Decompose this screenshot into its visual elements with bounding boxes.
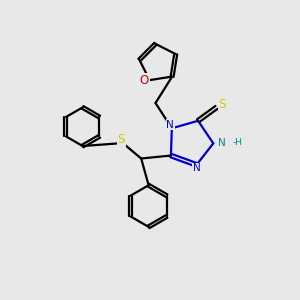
Text: N: N <box>167 120 174 130</box>
Text: S: S <box>118 133 125 146</box>
Text: N: N <box>218 138 226 148</box>
Text: -H: -H <box>232 138 243 147</box>
Text: O: O <box>140 74 149 87</box>
Text: N: N <box>193 164 200 173</box>
Text: S: S <box>218 98 226 111</box>
